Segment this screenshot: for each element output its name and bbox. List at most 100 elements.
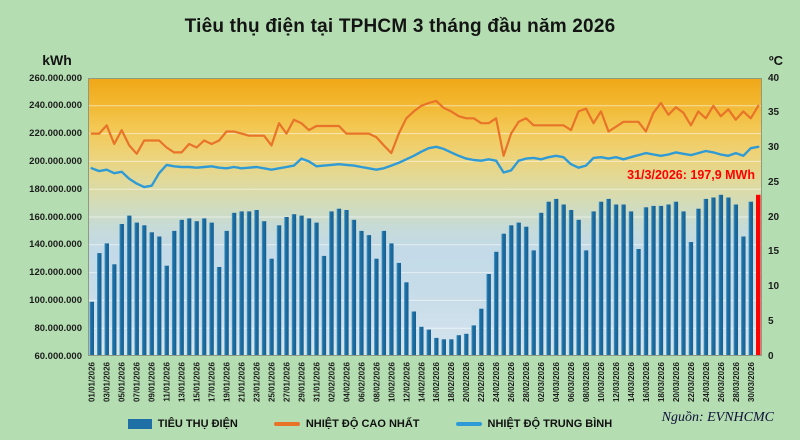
bar-tieu-thu-dien <box>696 208 701 356</box>
chart-title: Tiêu thụ điện tại TPHCM 3 tháng đầu năm … <box>184 16 616 37</box>
y-tick-right: 0 <box>768 350 774 362</box>
y-tick-right: 5 <box>768 315 774 327</box>
bar-tieu-thu-dien <box>613 204 619 356</box>
bar-tieu-thu-dien <box>141 225 147 356</box>
y-tick-left: 160.000.000 <box>29 211 82 223</box>
x-tick-label: 29/01/2026 <box>297 361 306 402</box>
x-tick-label: 20/02/2026 <box>462 361 471 402</box>
legend-item: NHIỆT ĐỘ CAO NHẤT <box>273 418 420 430</box>
x-tick-label: 25/01/2026 <box>268 361 277 402</box>
y-tick-left: 140.000.000 <box>29 239 82 251</box>
bar-tieu-thu-dien <box>673 201 679 356</box>
y-tick-left: 200.000.000 <box>29 155 82 167</box>
bar-tieu-thu-dien <box>179 219 184 356</box>
bar-tieu-thu-dien <box>276 225 282 356</box>
x-tick-label: 10/03/2026 <box>597 361 606 402</box>
bar-tieu-thu-dien <box>666 204 671 356</box>
bar-tieu-thu-dien <box>688 242 694 356</box>
bar-tieu-thu-dien <box>711 197 716 356</box>
legend-line-swatch <box>455 422 482 426</box>
bar-tieu-thu-dien <box>254 210 259 356</box>
x-tick-label: 20/03/2026 <box>672 361 681 402</box>
bar-tieu-thu-dien <box>119 224 124 356</box>
bar-tieu-thu-dien <box>748 201 754 356</box>
x-tick-label: 26/02/2026 <box>507 361 516 402</box>
bar-tieu-thu-dien <box>126 215 132 356</box>
x-tick-label: 21/01/2026 <box>238 361 247 402</box>
y-tick-left: 60.000.000 <box>34 350 82 362</box>
bar-tieu-thu-dien <box>194 221 199 356</box>
bar-tieu-thu-dien <box>546 201 551 356</box>
legend-label: NHIỆT ĐỘ TRUNG BÌNH <box>487 418 613 430</box>
x-tick-label: 04/03/2026 <box>552 361 561 402</box>
x-tick-label: 19/01/2026 <box>223 361 232 402</box>
bar-tieu-thu-dien <box>336 208 342 356</box>
bar-tieu-thu-dien <box>209 222 214 356</box>
x-tick-label: 23/01/2026 <box>253 361 262 402</box>
x-tick-label: 16/02/2026 <box>432 361 441 402</box>
x-tick-label: 16/03/2026 <box>642 361 651 402</box>
y-tick-right: 20 <box>768 211 780 223</box>
x-tick-label: 15/01/2026 <box>193 361 202 402</box>
bar-tieu-thu-dien <box>703 198 709 356</box>
x-tick-label: 14/02/2026 <box>417 361 426 402</box>
legend-bar-swatch <box>127 419 152 429</box>
bar-tieu-thu-dien <box>658 205 664 356</box>
x-tick-label: 30/03/2026 <box>747 361 756 402</box>
bar-tieu-thu-dien <box>351 219 357 356</box>
bar-tieu-thu-dien <box>321 255 327 356</box>
bar-tieu-thu-dien <box>156 236 162 356</box>
y-tick-right: 10 <box>768 281 780 292</box>
y-tick-right: 15 <box>768 246 780 258</box>
bar-tieu-thu-dien <box>621 204 626 356</box>
bar-tieu-thu-dien <box>404 282 409 356</box>
bar-tieu-thu-dien <box>299 215 304 356</box>
y-tick-left: 180.000.000 <box>29 183 82 195</box>
x-tick-label: 12/02/2026 <box>402 361 411 402</box>
bar-tieu-thu-dien <box>628 211 634 356</box>
bar-tieu-thu-dien <box>636 249 641 356</box>
bar-tieu-thu-dien <box>344 210 349 356</box>
bar-tieu-thu-dien <box>411 311 417 356</box>
legend-label: NHIỆT ĐỘ CAO NHẤT <box>305 418 420 430</box>
bar-tieu-thu-dien <box>508 225 514 356</box>
bar-tieu-thu-dien <box>96 253 102 356</box>
bar-tieu-thu-dien <box>681 211 686 356</box>
bar-tieu-thu-dien <box>478 308 484 356</box>
x-tick-label: 28/03/2026 <box>732 361 741 402</box>
bar-tieu-thu-dien <box>598 201 604 356</box>
bar-tieu-thu-dien <box>426 329 431 356</box>
x-tick-label: 12/03/2026 <box>612 361 621 402</box>
x-tick-label: 06/02/2026 <box>357 361 366 402</box>
x-tick-label: 03/01/2026 <box>103 361 112 402</box>
bar-tieu-thu-dien <box>448 339 454 356</box>
x-tick-label: 11/01/2026 <box>163 361 172 401</box>
bar-tieu-thu-dien <box>463 333 469 356</box>
y-tick-left: 100.000.000 <box>29 294 82 306</box>
left-axis-unit-label: kWh <box>42 52 72 68</box>
bar-highlight-31-03 <box>756 194 761 356</box>
bar-tieu-thu-dien <box>396 262 402 356</box>
x-tick-label: 24/02/2026 <box>492 361 501 402</box>
x-tick-label: 31/01/2026 <box>312 361 321 402</box>
bar-tieu-thu-dien <box>733 204 739 356</box>
right-axis-unit-label: ºC <box>768 53 784 68</box>
bar-tieu-thu-dien <box>231 212 237 356</box>
x-tick-label: 09/01/2026 <box>148 361 157 402</box>
y-tick-left: 220.000.000 <box>29 128 82 140</box>
bar-tieu-thu-dien <box>111 264 117 356</box>
x-tick-label: 18/02/2026 <box>447 361 456 402</box>
bar-tieu-thu-dien <box>718 194 724 356</box>
x-tick-label: 02/02/2026 <box>327 361 336 402</box>
y-tick-right: 35 <box>768 107 780 119</box>
x-tick-label: 08/03/2026 <box>582 361 591 402</box>
bar-tieu-thu-dien <box>433 337 439 356</box>
bar-tieu-thu-dien <box>329 211 334 356</box>
x-tick-label: 01/01/2026 <box>88 361 97 402</box>
x-tick-label: 22/03/2026 <box>687 361 696 402</box>
x-tick-label: 06/03/2026 <box>567 361 576 402</box>
x-tick-label: 10/02/2026 <box>387 361 396 402</box>
legend: TIÊU THỤ ĐIỆN NHIỆT ĐỘ CAO NHẤT NHIỆT ĐỘ T… <box>90 412 650 436</box>
bar-tieu-thu-dien <box>419 326 424 356</box>
bar-tieu-thu-dien <box>366 235 372 356</box>
